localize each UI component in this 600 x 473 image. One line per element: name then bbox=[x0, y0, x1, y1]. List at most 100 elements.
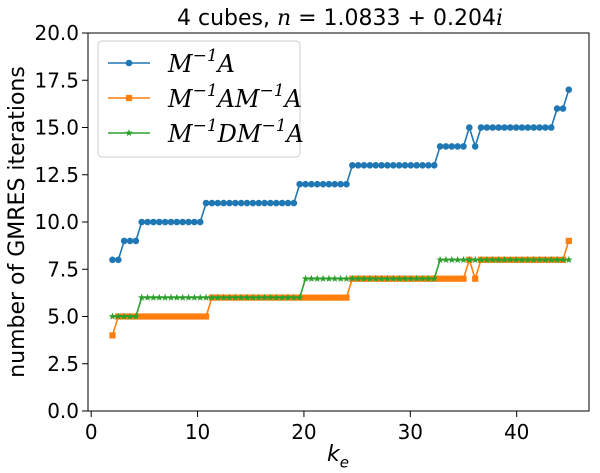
series-3-point bbox=[126, 312, 134, 320]
series-2-point bbox=[472, 275, 479, 282]
series-3-point bbox=[155, 293, 163, 301]
series-1-point bbox=[284, 199, 292, 207]
series-2-point bbox=[156, 313, 163, 320]
series-1-point bbox=[384, 162, 391, 169]
series-3-point bbox=[208, 293, 216, 301]
series-1-point bbox=[115, 256, 122, 264]
series-2-point bbox=[302, 294, 309, 301]
series-1-point bbox=[243, 199, 251, 207]
series-2-point bbox=[331, 294, 338, 301]
series-3-point bbox=[565, 255, 573, 263]
series-3-point bbox=[506, 255, 514, 263]
series-1-point bbox=[144, 218, 151, 226]
series-2-point bbox=[179, 313, 186, 320]
series-1-point bbox=[196, 218, 204, 226]
series-1-point bbox=[430, 162, 438, 169]
legend-marker bbox=[125, 129, 133, 137]
x-axis-title: ke bbox=[327, 442, 349, 472]
series-3-point bbox=[120, 312, 128, 320]
series-2-point bbox=[448, 275, 455, 282]
series-1-point bbox=[109, 256, 116, 264]
series-3-point bbox=[202, 293, 210, 301]
series-3-point bbox=[272, 293, 280, 301]
legend-marker bbox=[125, 94, 133, 102]
x-tick-label: 40 bbox=[504, 420, 529, 444]
series-1-point bbox=[559, 105, 567, 112]
series-3-point bbox=[471, 255, 479, 263]
series-2-point bbox=[144, 313, 151, 320]
y-tick-label: 2.5 bbox=[47, 352, 79, 376]
y-tick-label: 12.5 bbox=[34, 163, 79, 187]
series-1-point bbox=[366, 162, 374, 169]
series-2-point bbox=[442, 275, 450, 282]
series-1-point bbox=[349, 162, 356, 169]
series-1-point bbox=[407, 162, 415, 169]
x-tick-label: 20 bbox=[291, 420, 316, 444]
series-3-point bbox=[178, 293, 187, 301]
series-3-point bbox=[313, 274, 321, 282]
series-1-point bbox=[460, 143, 467, 150]
series-1-point bbox=[185, 218, 192, 226]
series-3-point bbox=[407, 274, 415, 282]
series-3-point bbox=[307, 274, 316, 282]
series-2-point bbox=[454, 275, 461, 282]
series-1-point bbox=[454, 143, 461, 150]
series-1-point bbox=[302, 180, 309, 188]
y-tick-label: 7.5 bbox=[47, 257, 79, 281]
series-3-point bbox=[255, 293, 263, 301]
series-3-point bbox=[231, 293, 240, 301]
series-3-point bbox=[108, 312, 117, 320]
series-3-point bbox=[301, 274, 310, 282]
series-3-point bbox=[278, 293, 286, 301]
series-3-point bbox=[342, 274, 351, 282]
series-3-point bbox=[132, 312, 140, 320]
series-3-point bbox=[360, 274, 368, 282]
series-2-point bbox=[308, 294, 315, 301]
series-1-point bbox=[524, 124, 532, 131]
legend-entry-1: M−1A bbox=[167, 46, 235, 78]
series-3-point bbox=[553, 255, 561, 263]
series-1-point bbox=[319, 180, 327, 188]
series-1-point bbox=[547, 124, 555, 131]
legend-entry-2: M−1AM−1A bbox=[167, 81, 302, 113]
y-tick-label: 5.0 bbox=[47, 305, 79, 329]
series-3-point bbox=[453, 255, 462, 263]
series-1-point bbox=[208, 199, 216, 207]
series-3-point bbox=[547, 255, 555, 263]
series-1-point bbox=[466, 124, 473, 131]
series-1-point bbox=[237, 199, 245, 207]
series-3-point bbox=[418, 274, 427, 282]
series-3-point bbox=[372, 274, 380, 282]
series-1-point bbox=[372, 162, 380, 169]
series-2-line bbox=[111, 240, 570, 336]
series-3 bbox=[108, 255, 573, 320]
series-2-point bbox=[460, 275, 467, 282]
series-3-point bbox=[529, 255, 538, 263]
series-1-point bbox=[191, 218, 198, 226]
series-2-point bbox=[319, 294, 327, 301]
series-3-point bbox=[395, 274, 403, 282]
series-3-point bbox=[249, 293, 257, 301]
series-3-point bbox=[266, 293, 275, 301]
chart-title: 4 cubes, n = 1.0833 + 0.204i bbox=[177, 6, 503, 31]
series-1-point bbox=[518, 124, 526, 131]
series-1-point bbox=[150, 218, 157, 226]
y-tick-label: 10.0 bbox=[34, 210, 79, 234]
series-1-point bbox=[419, 162, 426, 169]
y-tick-label: 15.0 bbox=[34, 116, 79, 140]
series-3-point bbox=[383, 274, 392, 282]
series-3-point bbox=[260, 293, 269, 301]
axes-layer: 0 10 20 30 40 0.0 2.5 5.0 7.5 10.0 12.5 15.0 17.5 20.… bbox=[34, 21, 529, 444]
series-3-point bbox=[331, 274, 339, 282]
y-tick-label: 17.5 bbox=[34, 68, 79, 92]
series-2 bbox=[109, 237, 572, 339]
series-1-point bbox=[255, 199, 263, 207]
series-1-point bbox=[296, 180, 303, 188]
series-2-point bbox=[343, 294, 350, 301]
series-1-point bbox=[389, 162, 397, 169]
series-3-point bbox=[489, 255, 497, 263]
series-3-point bbox=[149, 293, 158, 301]
series-2-point bbox=[197, 313, 204, 320]
series-3-point bbox=[196, 293, 204, 301]
series-1-point bbox=[272, 199, 280, 207]
